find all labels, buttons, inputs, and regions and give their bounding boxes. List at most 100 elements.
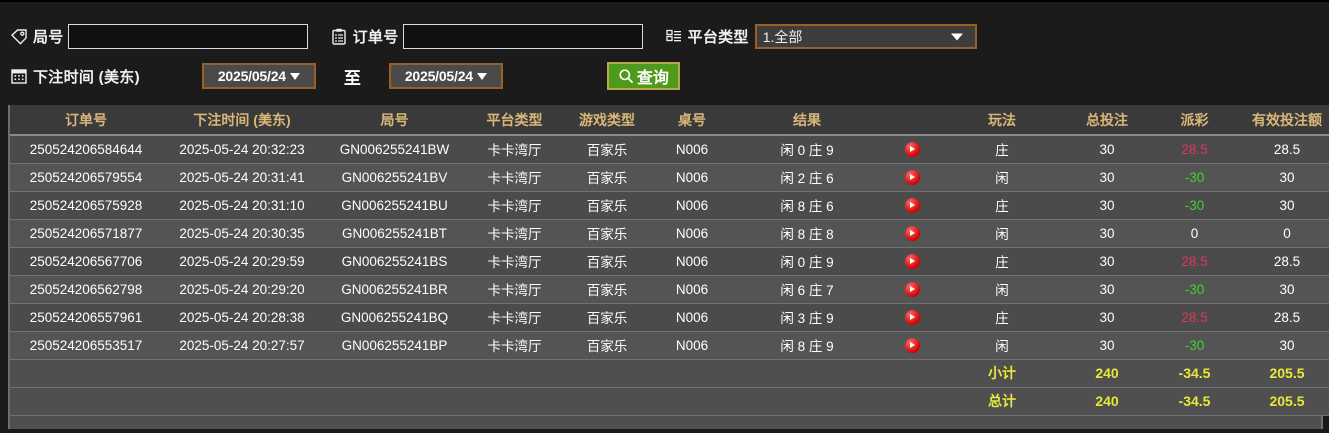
round-input[interactable] <box>67 24 308 49</box>
cell-bettype: 闲 <box>942 219 1062 248</box>
table-row[interactable]: 250524206562798 2025-05-24 20:29:20 GN0062… <box>10 275 1329 304</box>
cell-game: 百家乐 <box>562 135 652 164</box>
cell-payout: -30 <box>1152 191 1237 220</box>
summary-row: 总计 240 -34.5 205.5 <box>10 387 1329 416</box>
table-row[interactable]: 250524206567706 2025-05-24 20:29:59 GN0062… <box>10 247 1329 276</box>
cell-total-bet: 30 <box>1062 331 1152 360</box>
summary-blank-cell <box>162 387 322 416</box>
summary-blank-cell <box>562 359 652 388</box>
table-row[interactable]: 250524206584644 2025-05-24 20:32:23 GN0062… <box>10 135 1329 164</box>
summary-total-bet: 240 <box>1062 359 1152 388</box>
cell-game: 百家乐 <box>562 303 652 332</box>
cell-round: GN006255241BT <box>322 219 467 248</box>
query-button[interactable]: 查询 <box>606 62 680 90</box>
cell-platform: 卡卡湾厅 <box>467 331 562 360</box>
cell-bettype: 庄 <box>942 191 1062 220</box>
cell-valid-bet: 30 <box>1237 163 1329 192</box>
summary-blank-cell <box>652 387 732 416</box>
col-header-game[interactable]: 游戏类型 <box>562 105 652 136</box>
platform-label: 平台类型 <box>687 29 749 46</box>
summary-blank-cell <box>467 359 562 388</box>
cell-tableno: N006 <box>652 247 732 276</box>
cell-payout: -30 <box>1152 275 1237 304</box>
table-row[interactable]: 250524206579554 2025-05-24 20:31:41 GN0062… <box>10 163 1329 192</box>
list-icon <box>665 28 683 46</box>
play-icon[interactable] <box>904 253 920 269</box>
col-header-payout[interactable]: 派彩 <box>1152 105 1237 136</box>
summary-blank-cell <box>322 387 467 416</box>
play-icon[interactable] <box>904 142 920 158</box>
cell-platform: 卡卡湾厅 <box>467 275 562 304</box>
cell-replay <box>882 135 942 164</box>
summary-row: 小计 240 -34.5 205.5 <box>10 359 1329 388</box>
clipboard-icon <box>330 28 348 46</box>
table-row[interactable]: 250524206571877 2025-05-24 20:30:35 GN0062… <box>10 219 1329 248</box>
play-icon[interactable] <box>904 225 920 241</box>
summary-payout: -34.5 <box>1152 387 1237 416</box>
cell-valid-bet: 30 <box>1237 275 1329 304</box>
summary-blank-cell <box>10 359 162 388</box>
summary-blank-cell <box>562 387 652 416</box>
table-header-row: 订单号 下注时间 (美东) 局号 平台类型 游戏类型 桌号 结果 玩法 总投注 … <box>10 105 1329 136</box>
cell-replay <box>882 219 942 248</box>
cell-tableno: N006 <box>652 135 732 164</box>
cell-payout: 0 <box>1152 219 1237 248</box>
cell-round: GN006255241BR <box>322 275 467 304</box>
col-header-valid[interactable]: 有效投注额 <box>1237 105 1329 136</box>
order-label: 订单号 <box>352 29 399 46</box>
cell-total-bet: 30 <box>1062 135 1152 164</box>
cell-total-bet: 30 <box>1062 303 1152 332</box>
cell-result: 闲 0 庄 9 <box>732 247 882 276</box>
cell-round: GN006255241BS <box>322 247 467 276</box>
cell-round: GN006255241BV <box>322 163 467 192</box>
table-row[interactable]: 250524206557961 2025-05-24 20:28:38 GN0062… <box>10 303 1329 332</box>
summary-blank-cell <box>162 359 322 388</box>
col-header-total[interactable]: 总投注 <box>1062 105 1152 136</box>
order-filter: 订单号 <box>330 24 643 49</box>
col-header-round[interactable]: 局号 <box>322 105 467 136</box>
cell-round: GN006255241BW <box>322 135 467 164</box>
cell-result: 闲 0 庄 9 <box>732 135 882 164</box>
cell-tableno: N006 <box>652 331 732 360</box>
bet-history-table-container[interactable]: 订单号 下注时间 (美东) 局号 平台类型 游戏类型 桌号 结果 玩法 总投注 … <box>8 105 1329 429</box>
col-header-time[interactable]: 下注时间 (美东) <box>162 105 322 136</box>
cell-bettype: 庄 <box>942 247 1062 276</box>
play-icon[interactable] <box>904 337 920 353</box>
cell-order: 250524206571877 <box>10 219 162 248</box>
table-row[interactable]: 250524206553517 2025-05-24 20:27:57 GN0062… <box>10 331 1329 360</box>
platform-select[interactable]: 1.全部 <box>754 24 977 49</box>
cell-game: 百家乐 <box>562 275 652 304</box>
col-header-result[interactable]: 结果 <box>732 105 882 136</box>
col-header-bettype[interactable]: 玩法 <box>942 105 1062 136</box>
play-icon[interactable] <box>904 169 920 185</box>
play-icon[interactable] <box>904 309 920 325</box>
cell-tableno: N006 <box>652 303 732 332</box>
platform-filter: 平台类型 1.全部 <box>665 24 977 49</box>
col-header-platform[interactable]: 平台类型 <box>467 105 562 136</box>
table-row[interactable]: 250524206575928 2025-05-24 20:31:10 GN0062… <box>10 191 1329 220</box>
round-filter: 局号 <box>10 24 308 49</box>
cell-replay <box>882 331 942 360</box>
summary-total-bet: 240 <box>1062 387 1152 416</box>
cell-order: 250524206575928 <box>10 191 162 220</box>
order-input[interactable] <box>402 24 643 49</box>
cell-bettype: 庄 <box>942 135 1062 164</box>
platform-select-value: 1.全部 <box>762 28 803 45</box>
date-from-picker[interactable]: 2025/05/24 <box>201 63 316 89</box>
col-header-tableno[interactable]: 桌号 <box>652 105 732 136</box>
cell-total-bet: 30 <box>1062 163 1152 192</box>
col-header-order[interactable]: 订单号 <box>10 105 162 136</box>
cell-time: 2025-05-24 20:27:57 <box>162 331 322 360</box>
cell-replay <box>882 247 942 276</box>
play-icon[interactable] <box>904 281 920 297</box>
cell-valid-bet: 30 <box>1237 331 1329 360</box>
date-to-picker[interactable]: 2025/05/24 <box>388 63 503 89</box>
col-header-replay <box>882 105 942 136</box>
bettime-filter: 下注时间 (美东) <box>10 66 140 87</box>
cell-tableno: N006 <box>652 163 732 192</box>
date-to-value: 2025/05/24 <box>404 68 473 84</box>
play-icon[interactable] <box>904 197 920 213</box>
bottom-bar <box>0 429 1329 433</box>
cell-game: 百家乐 <box>562 247 652 276</box>
cell-payout: 28.5 <box>1152 247 1237 276</box>
